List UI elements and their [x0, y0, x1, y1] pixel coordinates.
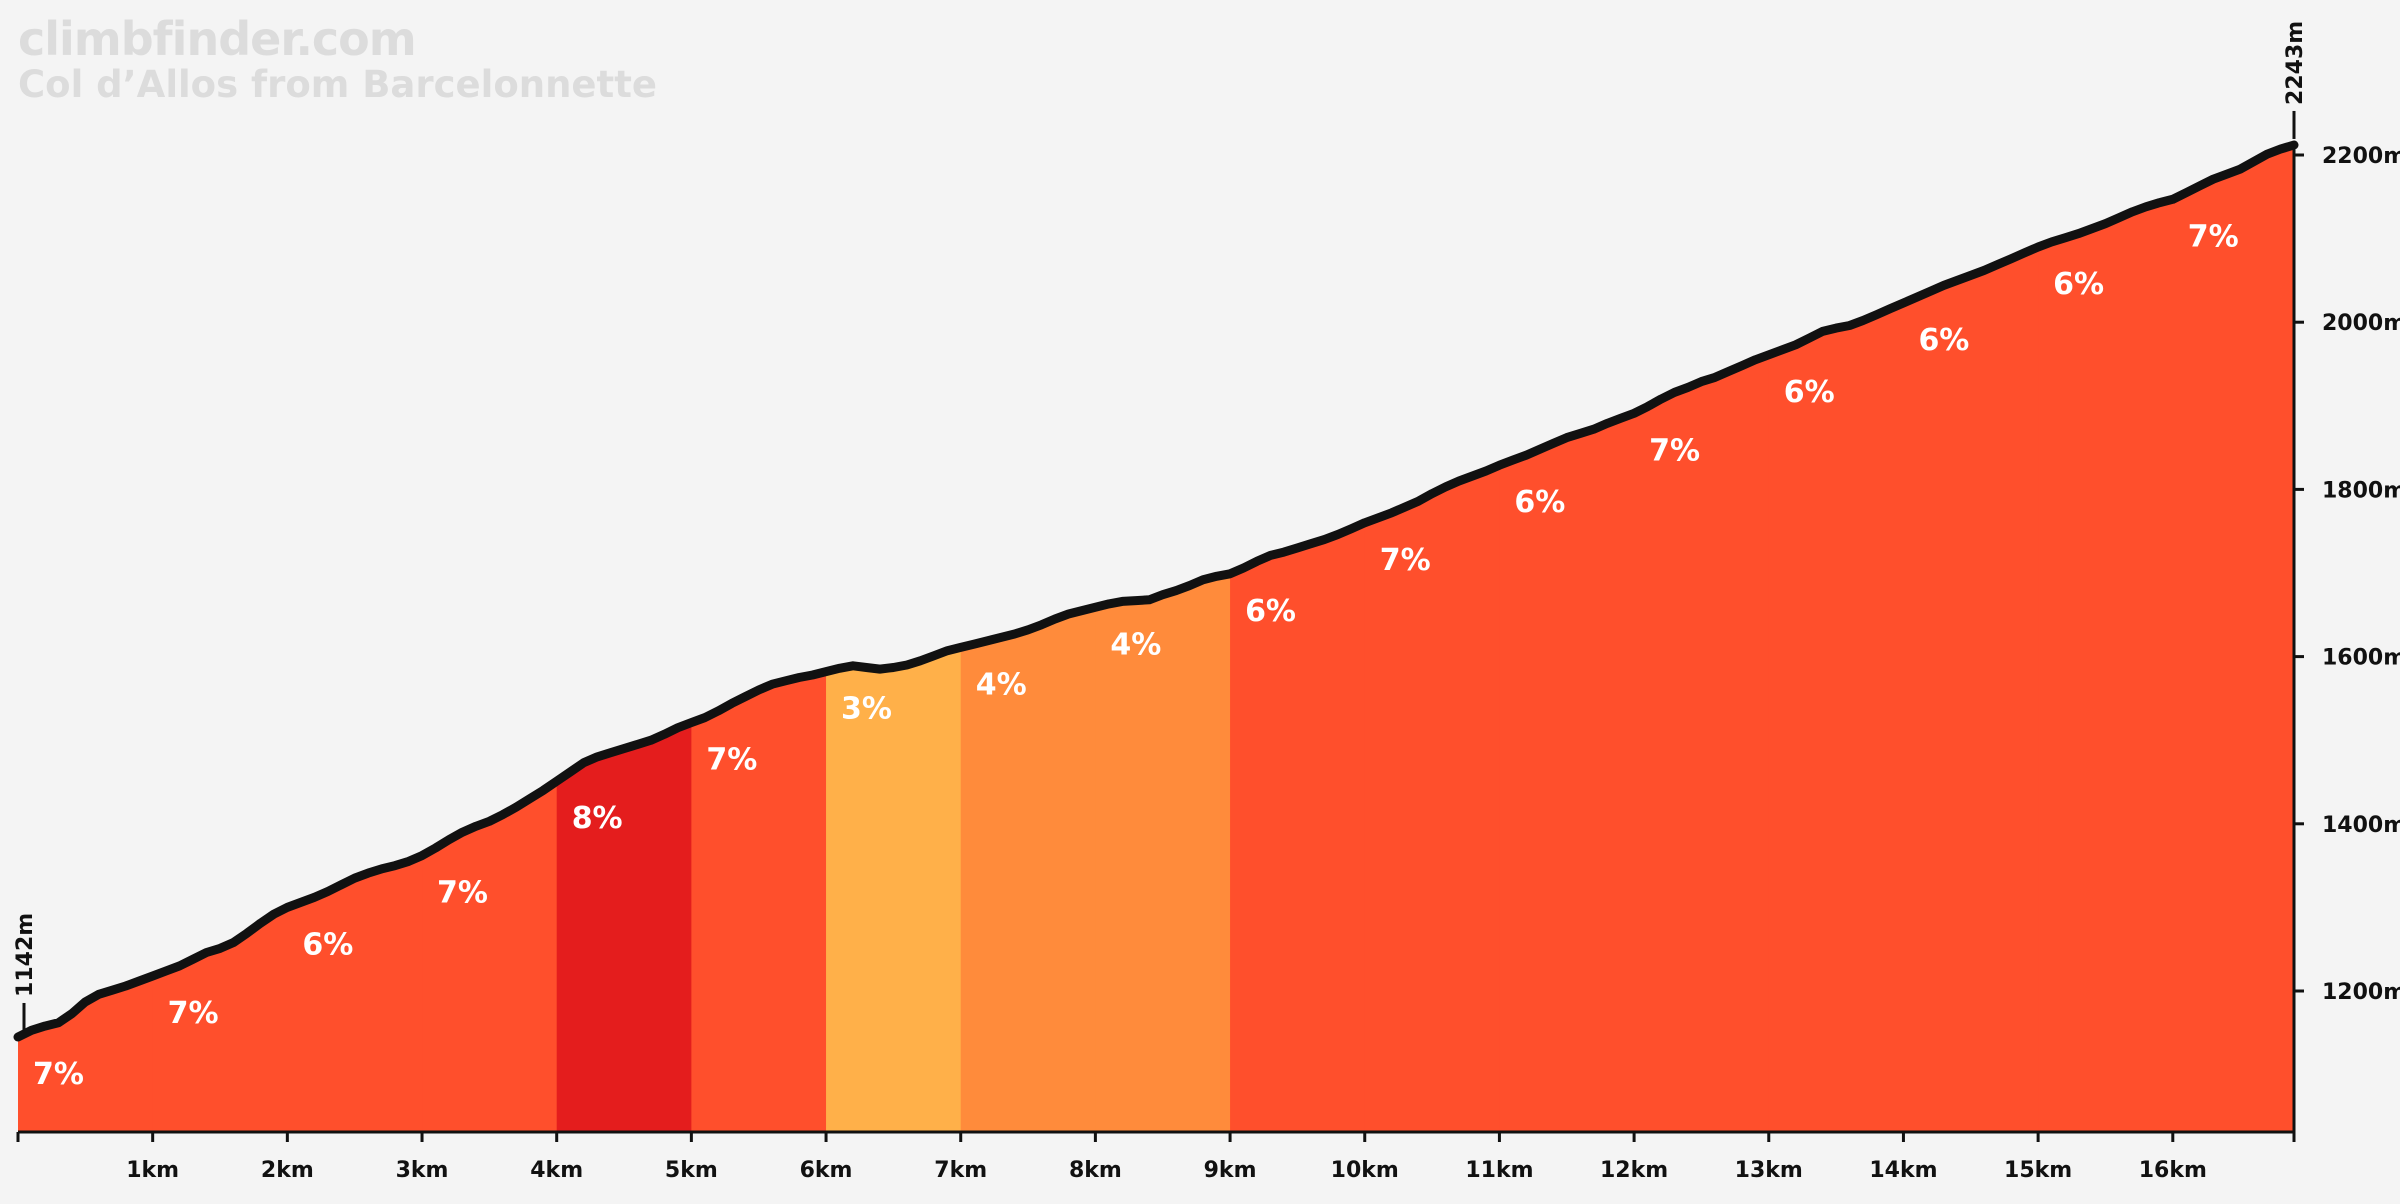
grade-segment-15 [1903, 145, 2039, 1132]
y-tick-label: 2000m [2322, 311, 2400, 336]
x-tick-label: 5km [665, 1158, 718, 1183]
x-tick-label: 6km [800, 1158, 853, 1183]
x-tick-label: 7km [934, 1158, 987, 1183]
start-elevation-label: 1142m [13, 913, 38, 997]
grade-label-3: 6% [302, 927, 353, 962]
grade-segments [18, 145, 2294, 1132]
x-tick-label: 15km [2004, 1158, 2072, 1183]
elevation-line [13, 140, 2299, 1042]
y-tick-label: 1400m [2322, 813, 2400, 838]
grade-label-17: 7% [2188, 219, 2239, 254]
y-tick-label: 1200m [2322, 980, 2400, 1005]
grade-label-4: 7% [437, 876, 488, 911]
chart-title: Col d’Allos from Barcelonnette [18, 63, 657, 106]
x-tick-label: 14km [1869, 1158, 1937, 1183]
y-tick-label: 1800m [2322, 478, 2400, 503]
x-tick-label: 2km [261, 1158, 314, 1183]
grade-segment-1 [18, 145, 154, 1132]
grade-label-9: 4% [1110, 627, 1161, 662]
grade-label-15: 6% [1918, 323, 1969, 358]
grade-segment-9 [1095, 145, 1231, 1132]
y-tick-label: 1600m [2322, 646, 2400, 671]
x-axis: 1km 2km 3km 4km 5km 6km 7km 8km 9km 10km 11km 12km 1… [16, 1130, 2296, 1183]
x-tick-label: 4km [530, 1158, 583, 1183]
grade-label-1: 7% [33, 1057, 84, 1092]
x-tick-label: 13km [1735, 1158, 1803, 1183]
grade-segment-16 [2038, 145, 2174, 1132]
branding: climbfinder.com Col d’Allos from Barcelo… [18, 16, 657, 103]
grade-segment-6 [691, 145, 827, 1132]
x-tick-label: 16km [2139, 1158, 2207, 1183]
grade-label-5: 8% [572, 801, 623, 836]
y-tick-label: 2200m [2322, 144, 2400, 169]
grade-segment-13 [1634, 145, 1770, 1132]
site-watermark: climbfinder.com [18, 12, 417, 66]
grade-segment-14 [1768, 145, 1905, 1132]
end-elevation-label: 2243m [2283, 21, 2308, 105]
grade-segment-2 [152, 145, 288, 1132]
grade-label-11: 7% [1380, 543, 1431, 578]
grade-segment-12 [1499, 145, 1635, 1132]
grade-label-6: 7% [706, 743, 757, 778]
elevation-markers: 1142m 2243m [13, 21, 2308, 1031]
grade-segment-17 [2172, 145, 2294, 1132]
grade-label-16: 6% [2053, 267, 2104, 302]
x-tick-label: 11km [1465, 1158, 1533, 1183]
grade-segment-8 [960, 145, 1096, 1132]
grade-segment-7 [826, 145, 962, 1132]
grade-label-7: 3% [841, 692, 892, 727]
x-tick-label: 3km [396, 1158, 449, 1183]
grade-label-13: 7% [1649, 433, 1700, 468]
x-tick-label: 10km [1331, 1158, 1399, 1183]
grade-label-2: 7% [168, 996, 219, 1031]
x-tick-label: 1km [126, 1158, 179, 1183]
x-tick-label: 8km [1069, 1158, 1122, 1183]
grade-label-12: 6% [1514, 485, 1565, 520]
grade-label-10: 6% [1245, 594, 1296, 629]
grade-label-14: 6% [1784, 375, 1835, 410]
x-tick-label: 9km [1204, 1158, 1257, 1183]
grade-label-8: 4% [976, 667, 1027, 702]
grade-segment-5 [556, 145, 692, 1132]
y-axis: 1200m 1400m 1600m 1800m 2000m 2200m [2292, 144, 2400, 1132]
grade-labels: 7% 7% 6% 7% 8% 7% 3% 4% 4% 6% 7% 6% 7% 6% 6% 6% 7% [33, 219, 2239, 1092]
grade-segment-4 [422, 145, 558, 1132]
x-tick-label: 12km [1600, 1158, 1668, 1183]
